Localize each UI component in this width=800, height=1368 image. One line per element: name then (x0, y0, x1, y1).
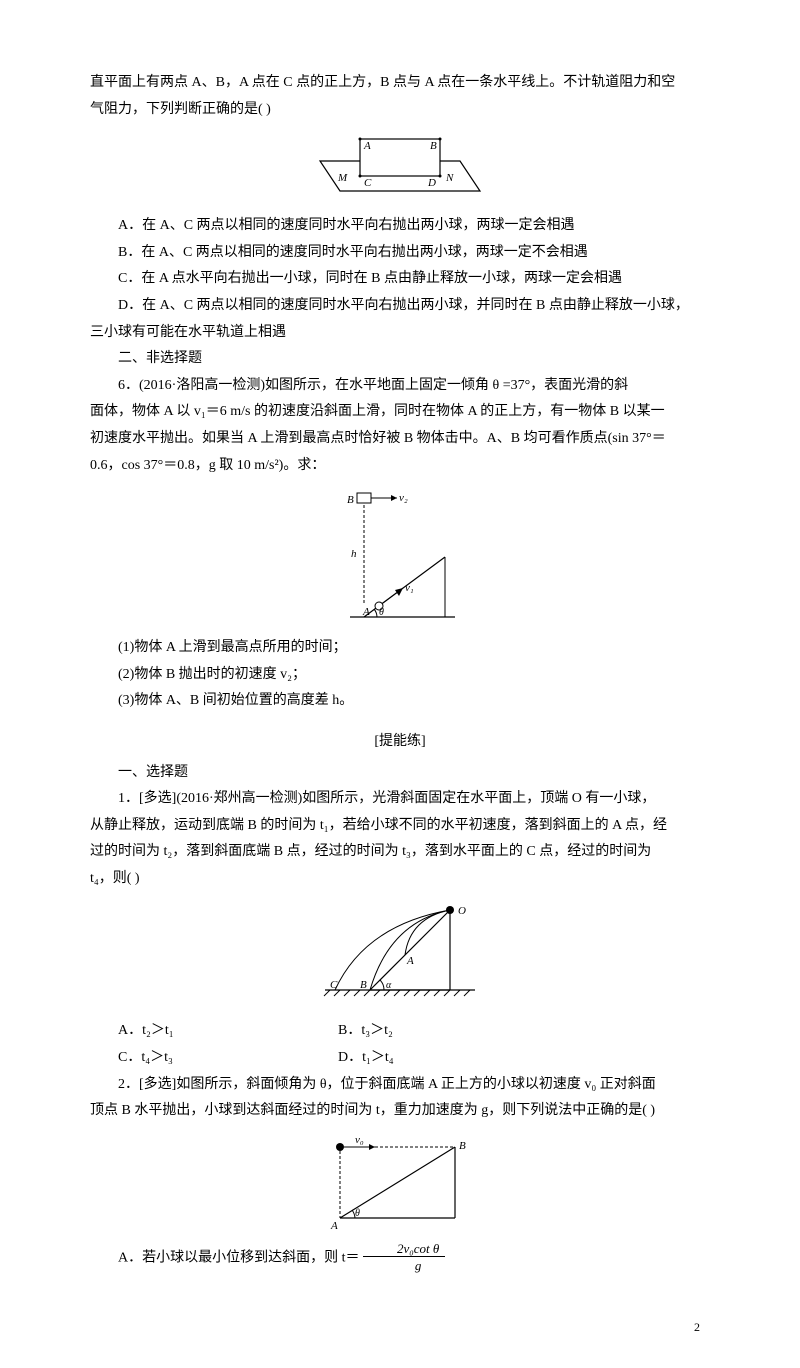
svg-text:A: A (362, 606, 370, 618)
p1-opt-d: D．t₁＞t₄ (310, 1045, 394, 1072)
q5-opt-d2: 三小球有可能在水平轨道上相遇 (90, 320, 710, 347)
q6-l4: 0.6，cos 37°＝0.8，g 取 10 m/s²)。求： (90, 453, 710, 480)
svg-text:θ: θ (379, 607, 384, 618)
svg-text:C: C (364, 177, 372, 189)
sec1b-title: 一、选择题 (90, 760, 710, 787)
figure-4: v₀ B A θ (90, 1133, 710, 1233)
svg-text:α: α (386, 980, 392, 991)
frac-den: g (363, 1257, 445, 1275)
svg-text:M: M (337, 172, 348, 184)
p1-opt-b: B．t₃＞t₂ (310, 1018, 393, 1045)
svg-text:B: B (430, 140, 437, 152)
q6-sub1: (1)物体 A 上滑到最高点所用的时间； (90, 635, 710, 662)
frac-num: 2v₀cot θ (363, 1241, 445, 1258)
p2-opt-a-prefix: A．若小球以最小位移到达斜面，则 t＝ (118, 1250, 360, 1265)
svg-text:D: D (427, 177, 436, 189)
svg-text:O: O (458, 905, 466, 917)
q5-opt-a: A．在 A、C 两点以相同的速度同时水平向右抛出两小球，两球一定会相遇 (90, 213, 710, 240)
svg-text:v₀: v₀ (355, 1134, 364, 1146)
intro-l2: 气阻力，下列判断正确的是( ) (90, 97, 710, 124)
p1-opt-c: C．t₄＞t₃ (90, 1045, 310, 1072)
p1-l3: 过的时间为 t₂，落到斜面底端 B 点，经过的时间为 t₃，落到水平面上的 C … (90, 839, 710, 866)
p1-opt-a: A．t₂＞t₁ (90, 1018, 310, 1045)
q5-opt-b: B．在 A、C 两点以相同的速度同时水平向右抛出两小球，两球一定不会相遇 (90, 240, 710, 267)
p1-opts-row2: C．t₄＞t₃ D．t₁＞t₄ (90, 1045, 710, 1072)
svg-text:v₁: v₁ (405, 582, 414, 594)
figure-3: O A B C α (90, 900, 710, 1010)
q6-sub2: (2)物体 B 抛出时的初速度 v₂； (90, 662, 710, 689)
q6-l1: 6．(2016·洛阳高一检测)如图所示，在水平地面上固定一倾角 θ =37°，表… (90, 373, 710, 400)
tineng-title: [提能练] (90, 729, 710, 756)
p2-l2: 顶点 B 水平抛出，小球到达斜面经过的时间为 t，重力加速度为 g，则下列说法中… (90, 1098, 710, 1125)
p1-l4: t₄，则( ) (90, 866, 710, 893)
figure-2: B v₂ h v₁ A θ (90, 487, 710, 627)
p2-opt-a: A．若小球以最小位移到达斜面，则 t＝ 2v₀cot θ g (90, 1241, 710, 1276)
q6-sub3: (3)物体 A、B 间初始位置的高度差 h。 (90, 688, 710, 715)
p1-l1: 1．[多选](2016·郑州高一检测)如图所示，光滑斜面固定在水平面上，顶端 O… (90, 786, 710, 813)
svg-text:C: C (330, 979, 338, 991)
q6-l3: 初速度水平抛出。如果当 A 上滑到最高点时恰好被 B 物体击中。A、B 均可看作… (90, 426, 710, 453)
svg-text:B: B (459, 1140, 466, 1152)
q6-l2: 面体，物体 A 以 v₁＝6 m/s 的初速度沿斜面上滑，同时在物体 A 的正上… (90, 399, 710, 426)
svg-text:B: B (360, 979, 367, 991)
svg-text:θ: θ (355, 1208, 360, 1219)
svg-text:N: N (445, 172, 454, 184)
intro-l1: 直平面上有两点 A、B，A 点在 C 点的正上方，B 点与 A 点在一条水平线上… (90, 70, 710, 97)
svg-text:A: A (406, 955, 414, 967)
svg-text:v₂: v₂ (399, 492, 408, 504)
figure-1: A B M C D N (90, 131, 710, 205)
p1-opts-row1: A．t₂＞t₁ B．t₃＞t₂ (90, 1018, 710, 1045)
svg-text:A: A (330, 1220, 338, 1232)
p1-l2: 从静止释放，运动到底端 B 的时间为 t₁，若给小球不同的水平初速度，落到斜面上… (90, 813, 710, 840)
page-number: 2 (90, 1316, 710, 1339)
sec2-title: 二、非选择题 (90, 346, 710, 373)
q5-opt-c: C．在 A 点水平向右抛出一小球，同时在 B 点由静止释放一小球，两球一定会相遇 (90, 266, 710, 293)
q5-opt-d1: D．在 A、C 两点以相同的速度同时水平向右抛出两小球，并同时在 B 点由静止释… (90, 293, 710, 320)
svg-text:h: h (351, 548, 357, 560)
p2-opt-a-frac: 2v₀cot θ g (363, 1241, 445, 1276)
svg-text:A: A (363, 140, 371, 152)
p2-l1: 2．[多选]如图所示，斜面倾角为 θ，位于斜面底端 A 正上方的小球以初速度 v… (90, 1072, 710, 1099)
svg-text:B: B (347, 494, 354, 506)
